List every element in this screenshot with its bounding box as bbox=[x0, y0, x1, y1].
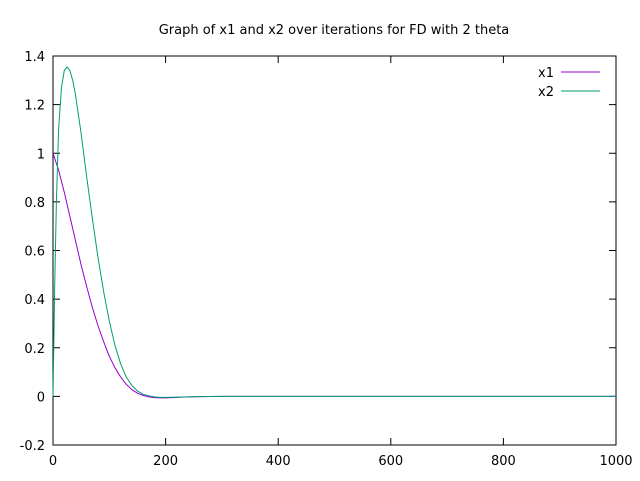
y-tick-label: 0.2 bbox=[24, 342, 45, 357]
data-series bbox=[52, 66, 616, 399]
y-tick-label: 0 bbox=[37, 390, 45, 405]
y-tick-label: -0.2 bbox=[20, 439, 45, 454]
x-tick-label: 0 bbox=[49, 454, 57, 469]
legend-label-x1: x1 bbox=[538, 66, 554, 81]
y-tick-label: 0.8 bbox=[24, 196, 45, 211]
axis-ticks: -0.2 0 0.2 0.4 0.6 0.8 1 1.2 1.4 0 200 400 600 800 100… bbox=[20, 50, 633, 469]
legend-label-x2: x2 bbox=[538, 85, 554, 100]
x-tick-label: 600 bbox=[378, 454, 403, 469]
chart-title: Graph of x1 and x2 over iterations for F… bbox=[159, 23, 510, 38]
y-tick-label: 0.6 bbox=[24, 245, 45, 260]
x-tick-label: 400 bbox=[266, 454, 291, 469]
y-tick-label: 1 bbox=[37, 147, 45, 162]
y-tick-label: 1.2 bbox=[24, 99, 45, 114]
x-tick-label: 200 bbox=[153, 454, 178, 469]
x-tick-label: 800 bbox=[491, 454, 516, 469]
series-line-x1 bbox=[52, 153, 616, 399]
plot-frame bbox=[52, 55, 617, 446]
y-tick-label: 0.4 bbox=[24, 293, 45, 308]
series-line-x2 bbox=[52, 66, 616, 398]
y-tick-label: 1.4 bbox=[24, 50, 45, 65]
x-tick-label: 1000 bbox=[599, 454, 632, 469]
